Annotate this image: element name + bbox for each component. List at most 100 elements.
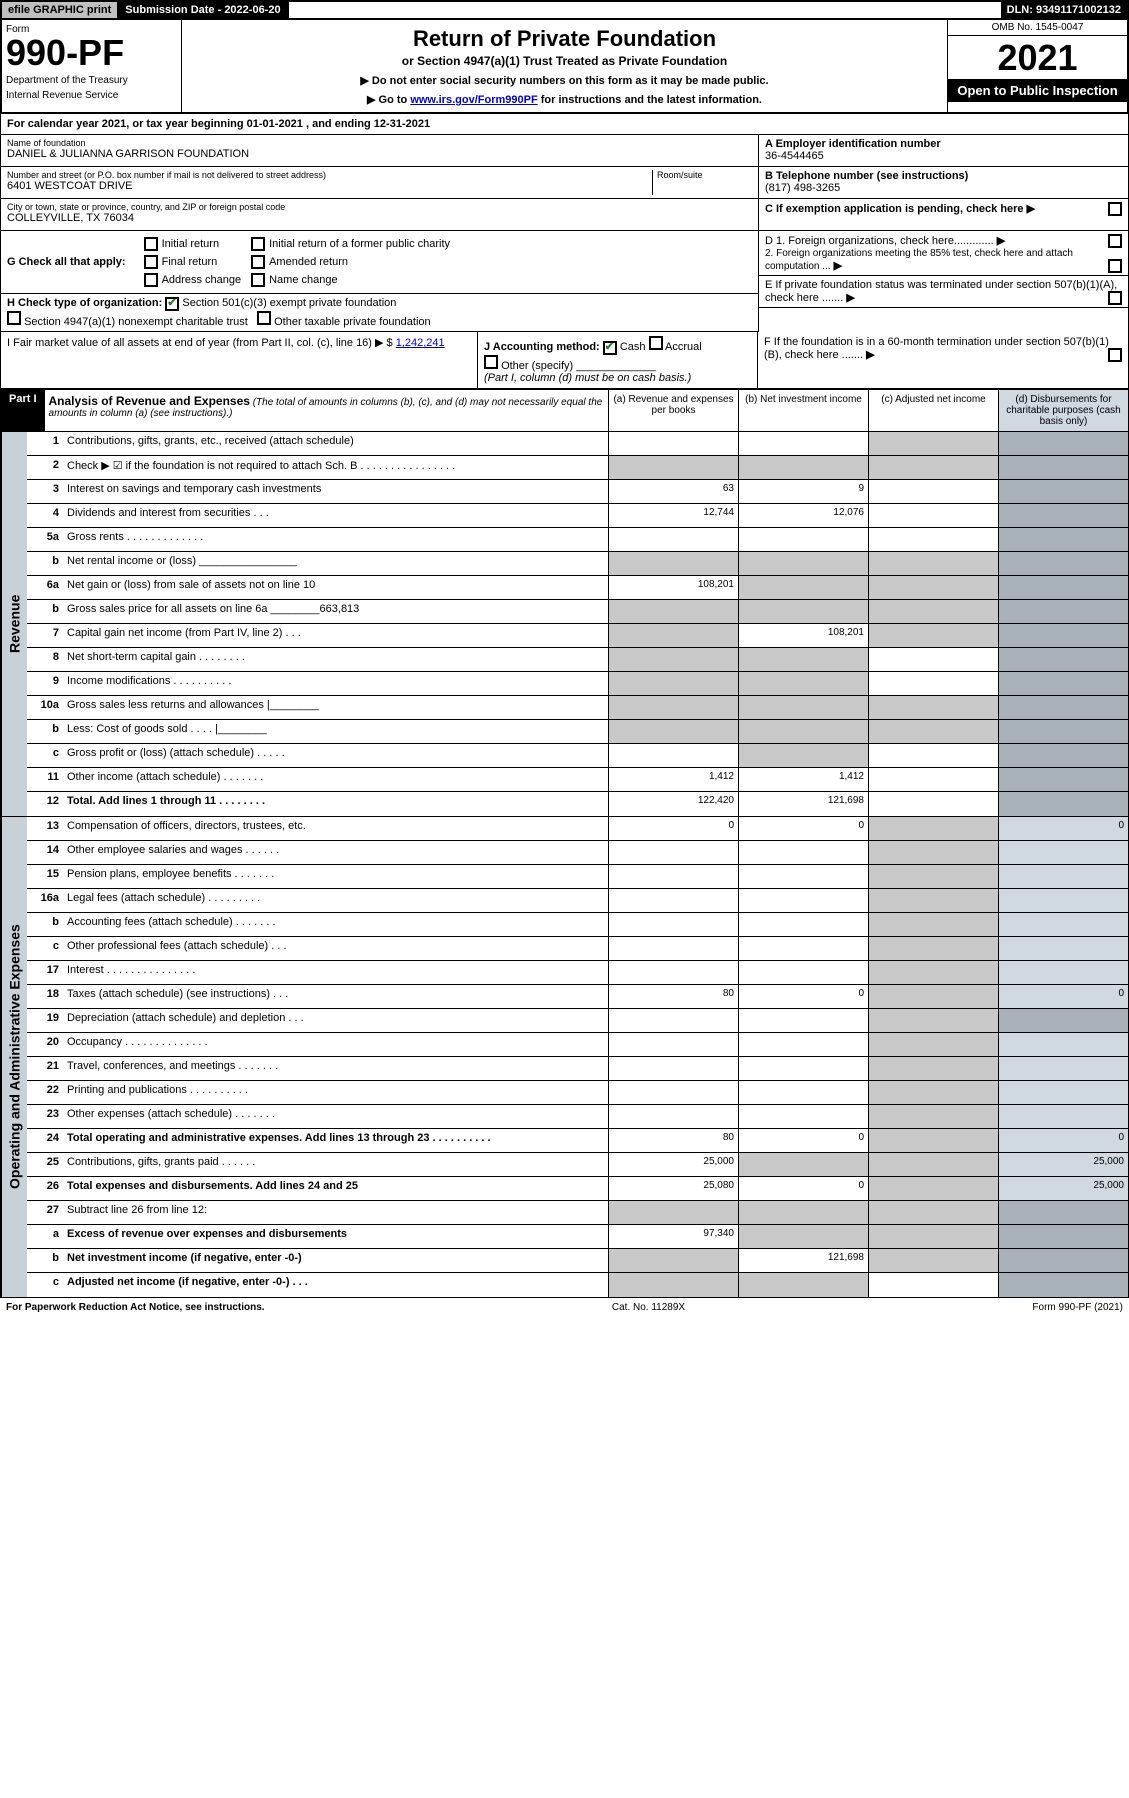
cell-col-d [998, 768, 1128, 791]
cell-col-d [998, 889, 1128, 912]
row-label: Other income (attach schedule) . . . . .… [63, 768, 608, 791]
table-row: 9Income modifications . . . . . . . . . … [27, 672, 1128, 696]
table-row: 5aGross rents . . . . . . . . . . . . . [27, 528, 1128, 552]
cb-other-tax[interactable] [257, 311, 271, 325]
cb-final[interactable] [144, 255, 158, 269]
cb-accrual[interactable] [649, 336, 663, 350]
row-num: 5a [27, 528, 63, 551]
cell-col-c [868, 648, 998, 671]
cell-col-c [868, 817, 998, 840]
row-label: Income modifications . . . . . . . . . . [63, 672, 608, 695]
row-label: Net investment income (if negative, ente… [63, 1249, 608, 1272]
cell-col-c [868, 913, 998, 936]
part1-header-row: Part I Analysis of Revenue and Expenses … [0, 389, 1129, 432]
street-address: 6401 WESTCOAT DRIVE [7, 180, 652, 192]
cb-e[interactable] [1108, 291, 1122, 305]
cell-col-c [868, 600, 998, 623]
cell-col-c [868, 985, 998, 1008]
table-row: 10aGross sales less returns and allowanc… [27, 696, 1128, 720]
row-num: a [27, 1225, 63, 1248]
cell-col-a: 12,744 [608, 504, 738, 527]
cell-col-a [608, 1009, 738, 1032]
cell-col-c [868, 1105, 998, 1128]
row-num: 27 [27, 1201, 63, 1224]
cb-amended[interactable] [251, 255, 265, 269]
cell-col-c [868, 937, 998, 960]
dln: DLN: 93491171002132 [1001, 2, 1127, 18]
cell-col-a [608, 865, 738, 888]
table-row: cOther professional fees (attach schedul… [27, 937, 1128, 961]
form-link[interactable]: www.irs.gov/Form990PF [410, 94, 537, 106]
table-row: 27Subtract line 26 from line 12: [27, 1201, 1128, 1225]
row-num: 26 [27, 1177, 63, 1200]
col-c-header: (c) Adjusted net income [868, 390, 998, 431]
cell-col-b [738, 552, 868, 575]
cb-f[interactable] [1108, 348, 1122, 362]
cell-col-c [868, 961, 998, 984]
cell-col-c [868, 720, 998, 743]
cell-col-c [868, 744, 998, 767]
row-num: 4 [27, 504, 63, 527]
cell-col-d [998, 1033, 1128, 1056]
cell-col-b [738, 961, 868, 984]
row-label: Travel, conferences, and meetings . . . … [63, 1057, 608, 1080]
row-label: Less: Cost of goods sold . . . . |______… [63, 720, 608, 743]
table-row: bAccounting fees (attach schedule) . . .… [27, 913, 1128, 937]
cb-address[interactable] [144, 273, 158, 287]
header-note-2: ▶ Go to www.irs.gov/Form990PF for instru… [188, 93, 941, 106]
cb-d2[interactable] [1108, 259, 1122, 273]
cell-col-b [738, 865, 868, 888]
cell-col-a [608, 744, 738, 767]
table-row: 23Other expenses (attach schedule) . . .… [27, 1105, 1128, 1129]
phone-label: B Telephone number (see instructions) [765, 170, 968, 182]
cell-col-d [998, 1273, 1128, 1297]
cb-501c3[interactable] [165, 297, 179, 311]
cell-col-a [608, 841, 738, 864]
row-num: 9 [27, 672, 63, 695]
cell-col-b [738, 1153, 868, 1176]
col-a-header: (a) Revenue and expenses per books [608, 390, 738, 431]
form-header: Form 990-PF Department of the Treasury I… [0, 20, 1129, 114]
cell-col-c [868, 432, 998, 455]
cb-d1[interactable] [1108, 234, 1122, 248]
cb-cash[interactable] [603, 341, 617, 355]
cb-initial[interactable] [144, 237, 158, 251]
row-num: 7 [27, 624, 63, 647]
row-label: Net short-term capital gain . . . . . . … [63, 648, 608, 671]
row-label: Check ▶ ☑ if the foundation is not requi… [63, 456, 608, 479]
table-row: 4Dividends and interest from securities … [27, 504, 1128, 528]
revenue-label: Revenue [1, 432, 27, 816]
cb-initial-former[interactable] [251, 237, 265, 251]
city-value: COLLEYVILLE, TX 76034 [7, 212, 752, 224]
cell-col-d [998, 576, 1128, 599]
cell-col-d [998, 1249, 1128, 1272]
row-num: 19 [27, 1009, 63, 1032]
cell-col-b [738, 1225, 868, 1248]
dept-treasury: Department of the Treasury [6, 75, 177, 86]
row-num: 15 [27, 865, 63, 888]
cb-other-method[interactable] [484, 355, 498, 369]
cell-col-c [868, 576, 998, 599]
i-label: I Fair market value of all assets at end… [7, 337, 393, 349]
row-num: 16a [27, 889, 63, 912]
col-d-header: (d) Disbursements for charitable purpose… [998, 390, 1128, 431]
cb-name[interactable] [251, 273, 265, 287]
table-row: bGross sales price for all assets on lin… [27, 600, 1128, 624]
cell-col-d: 0 [998, 985, 1128, 1008]
cell-col-b [738, 1201, 868, 1224]
row-label: Gross profit or (loss) (attach schedule)… [63, 744, 608, 767]
cell-col-b: 0 [738, 985, 868, 1008]
name-label: Name of foundation [7, 138, 752, 148]
row-label: Other expenses (attach schedule) . . . .… [63, 1105, 608, 1128]
cb-4947[interactable] [7, 311, 21, 325]
calendar-year-line: For calendar year 2021, or tax year begi… [0, 114, 1129, 135]
cell-col-d [998, 1201, 1128, 1224]
row-label: Net rental income or (loss) ____________… [63, 552, 608, 575]
cb-c[interactable] [1108, 202, 1122, 216]
row-num: b [27, 913, 63, 936]
row-label: Depreciation (attach schedule) and deple… [63, 1009, 608, 1032]
efile-print-button[interactable]: efile GRAPHIC print [2, 2, 119, 18]
cell-col-c [868, 1009, 998, 1032]
ein-label: A Employer identification number [765, 138, 941, 150]
table-row: 13Compensation of officers, directors, t… [27, 817, 1128, 841]
